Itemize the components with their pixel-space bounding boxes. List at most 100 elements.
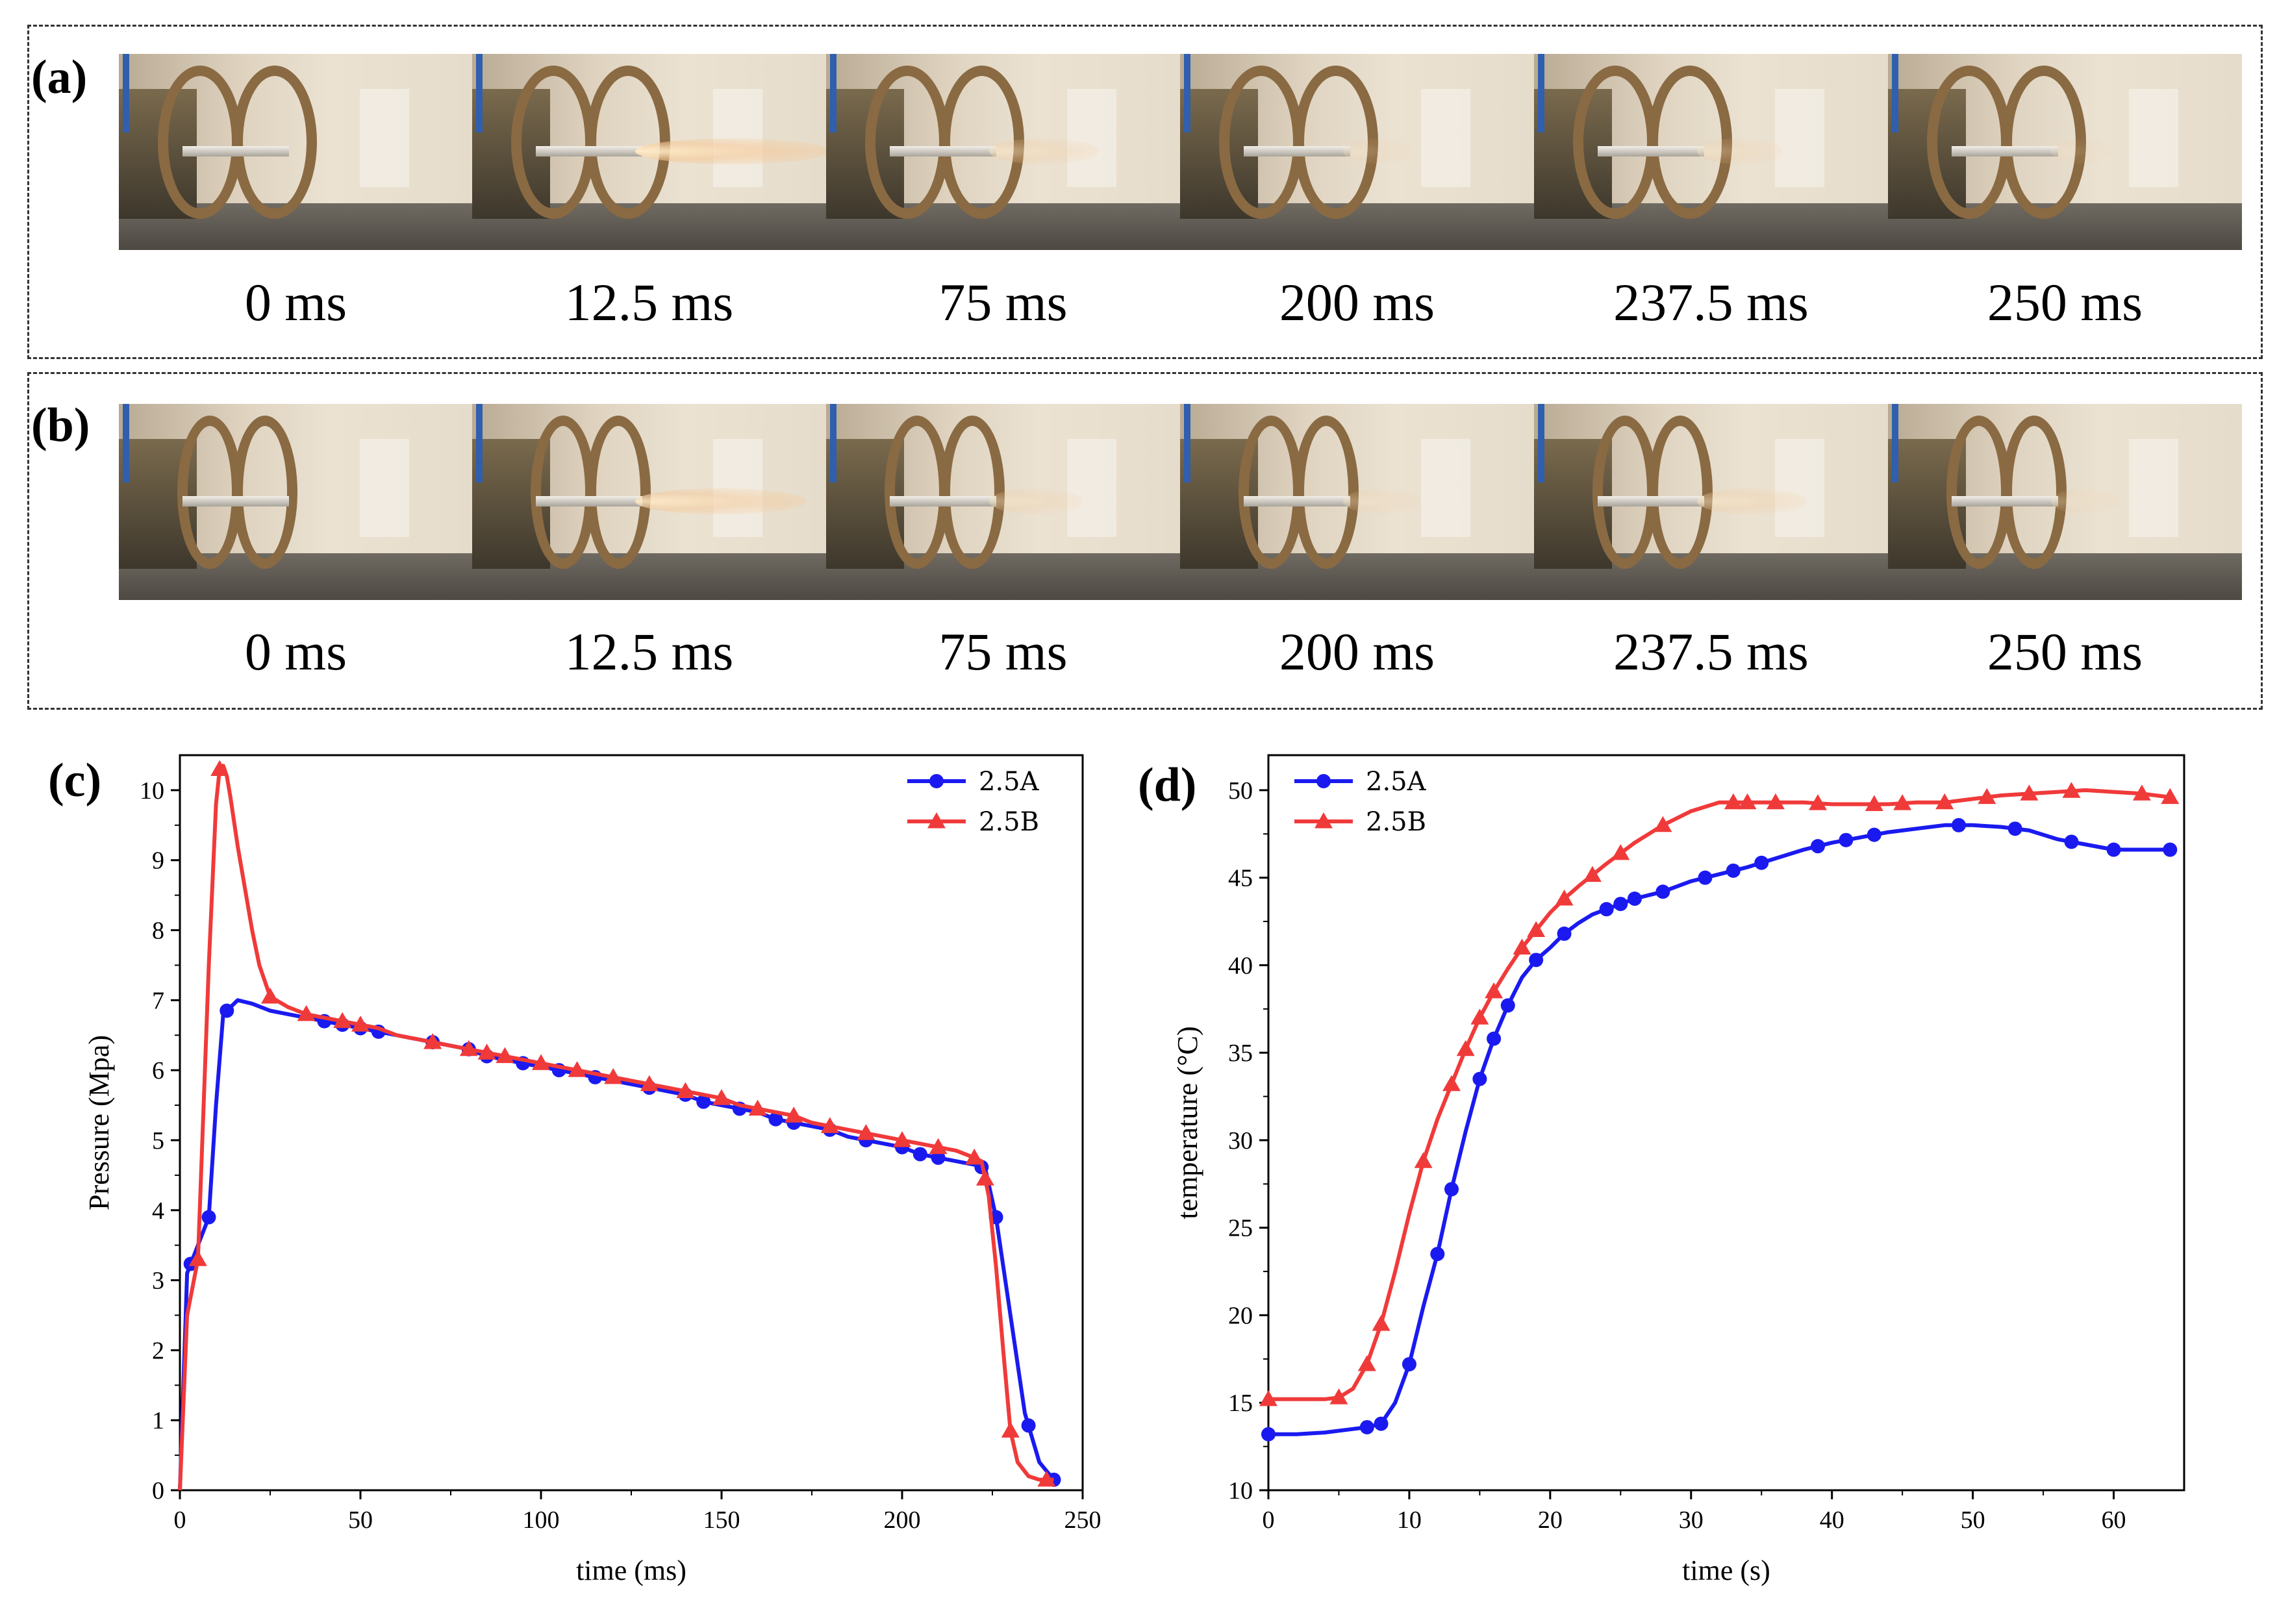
test-photo-a-3 bbox=[826, 54, 1180, 250]
x-tick-label: 200 bbox=[884, 1506, 921, 1534]
data-point-2.5B bbox=[975, 1169, 994, 1186]
time-caption-a-4: 200 ms bbox=[1279, 273, 1435, 332]
x-tick-label: 40 bbox=[1820, 1506, 1844, 1534]
data-point-2.5A bbox=[1754, 855, 1769, 870]
test-photo-b-6 bbox=[1888, 404, 2242, 600]
data-point-2.5B bbox=[1865, 795, 1883, 811]
test-photo-a-1 bbox=[119, 54, 473, 250]
x-tick-label: 10 bbox=[1397, 1506, 1422, 1534]
x-tick-label: 100 bbox=[523, 1506, 560, 1534]
test-photo-b-1 bbox=[119, 404, 473, 600]
test-photo-a-5 bbox=[1534, 54, 1888, 250]
y-tick-label: 5 bbox=[152, 1127, 164, 1155]
data-point-2.5B bbox=[1372, 1314, 1390, 1331]
legend-marker-2.5B bbox=[1315, 812, 1333, 829]
test-photo-b-2 bbox=[472, 404, 826, 600]
data-point-2.5B bbox=[1442, 1075, 1461, 1092]
y-tick-label: 0 bbox=[152, 1477, 164, 1505]
data-point-2.5A bbox=[1628, 892, 1642, 906]
data-point-2.5A bbox=[2106, 842, 2121, 857]
y-tick-label: 25 bbox=[1228, 1215, 1253, 1242]
data-point-2.5B bbox=[1470, 1008, 1489, 1025]
data-point-2.5B bbox=[297, 1005, 316, 1021]
time-caption-b-4: 200 ms bbox=[1279, 622, 1435, 681]
data-point-2.5A bbox=[1811, 839, 1825, 854]
series-line-2.5A bbox=[178, 998, 1055, 1491]
y-tick-label: 45 bbox=[1228, 865, 1253, 892]
y-tick-label: 8 bbox=[152, 918, 164, 945]
legend-label-2.5A: 2.5A bbox=[979, 767, 1040, 797]
x-tick-label: 0 bbox=[174, 1506, 186, 1534]
data-point-2.5B bbox=[929, 1138, 948, 1155]
data-point-2.5A bbox=[1655, 884, 1670, 899]
x-tick-label: 20 bbox=[1538, 1506, 1563, 1534]
data-point-2.5A bbox=[2064, 834, 2079, 849]
data-point-2.5B bbox=[1583, 866, 1602, 882]
series-line-2.5B bbox=[1268, 788, 2170, 1401]
data-point-2.5B bbox=[712, 1089, 731, 1105]
data-point-2.5B bbox=[748, 1099, 767, 1116]
data-point-2.5A bbox=[2163, 842, 2178, 857]
data-point-2.5B bbox=[1724, 793, 1743, 810]
data-point-2.5B bbox=[188, 1250, 207, 1266]
data-point-2.5B bbox=[1766, 793, 1785, 810]
panel-a-frame bbox=[27, 25, 2263, 359]
data-point-2.5B bbox=[1738, 793, 1757, 810]
data-point-2.5A bbox=[1487, 1031, 1502, 1046]
y-tick-label: 4 bbox=[152, 1197, 164, 1225]
test-photo-a-2 bbox=[472, 54, 826, 250]
data-point-2.5B bbox=[1414, 1152, 1433, 1168]
panel-d-label: (d) bbox=[1138, 758, 1197, 812]
data-point-2.5B bbox=[785, 1106, 803, 1123]
y-tick-label: 1 bbox=[152, 1407, 164, 1434]
data-point-2.5B bbox=[965, 1148, 984, 1165]
time-caption-a-5: 237.5 ms bbox=[1613, 273, 1809, 332]
data-point-2.5B bbox=[1259, 1390, 1277, 1406]
panel-b-frame bbox=[27, 372, 2263, 710]
time-caption-b-1: 0 ms bbox=[244, 622, 347, 681]
data-point-2.5B bbox=[2161, 788, 2180, 805]
y-axis-title: temperature (°C) bbox=[1172, 1026, 1203, 1219]
y-tick-label: 9 bbox=[152, 847, 164, 875]
data-point-2.5B bbox=[893, 1131, 911, 1147]
y-tick-label: 10 bbox=[1228, 1477, 1253, 1505]
data-point-2.5A bbox=[2007, 821, 2022, 836]
data-point-2.5A bbox=[1698, 870, 1713, 885]
legend-label-2.5A: 2.5A bbox=[1366, 767, 1427, 797]
y-tick-label: 10 bbox=[140, 777, 164, 805]
x-tick-label: 30 bbox=[1679, 1506, 1704, 1534]
data-point-2.5B bbox=[459, 1040, 478, 1056]
data-point-2.5A bbox=[1261, 1427, 1276, 1442]
data-point-2.5A bbox=[220, 1003, 234, 1018]
data-point-2.5B bbox=[1555, 890, 1574, 906]
y-tick-label: 50 bbox=[1228, 777, 1253, 805]
x-tick-label: 0 bbox=[1263, 1506, 1275, 1534]
legend-label-2.5B: 2.5B bbox=[979, 807, 1039, 837]
x-tick-label: 250 bbox=[1064, 1506, 1101, 1534]
data-point-2.5B bbox=[496, 1047, 514, 1064]
data-point-2.5B bbox=[676, 1082, 695, 1098]
time-caption-a-2: 12.5 ms bbox=[564, 273, 734, 332]
data-point-2.5A bbox=[1726, 863, 1741, 878]
test-photo-b-5 bbox=[1534, 404, 1888, 600]
data-point-2.5B bbox=[1611, 843, 1630, 860]
data-point-2.5B bbox=[210, 760, 229, 777]
time-caption-a-1: 0 ms bbox=[244, 273, 347, 332]
data-point-2.5A bbox=[1444, 1182, 1459, 1197]
data-point-2.5B bbox=[857, 1124, 875, 1140]
data-point-2.5B bbox=[333, 1012, 352, 1029]
x-tick-label: 50 bbox=[1961, 1506, 1985, 1534]
y-tick-label: 20 bbox=[1228, 1302, 1253, 1329]
data-point-2.5B bbox=[1485, 982, 1504, 999]
data-point-2.5B bbox=[477, 1043, 496, 1060]
series-line-2.5B bbox=[178, 764, 1054, 1491]
data-point-2.5A bbox=[1430, 1247, 1445, 1262]
data-point-2.5B bbox=[1513, 938, 1531, 955]
data-point-2.5B bbox=[1935, 793, 1954, 810]
legend-marker-2.5B bbox=[927, 812, 946, 829]
data-point-2.5A bbox=[1839, 832, 1854, 847]
series-line-2.5A bbox=[1268, 823, 2170, 1436]
data-point-2.5A bbox=[1557, 926, 1572, 941]
data-point-2.5A bbox=[1529, 953, 1544, 968]
time-caption-a-6: 250 ms bbox=[1987, 273, 2143, 332]
